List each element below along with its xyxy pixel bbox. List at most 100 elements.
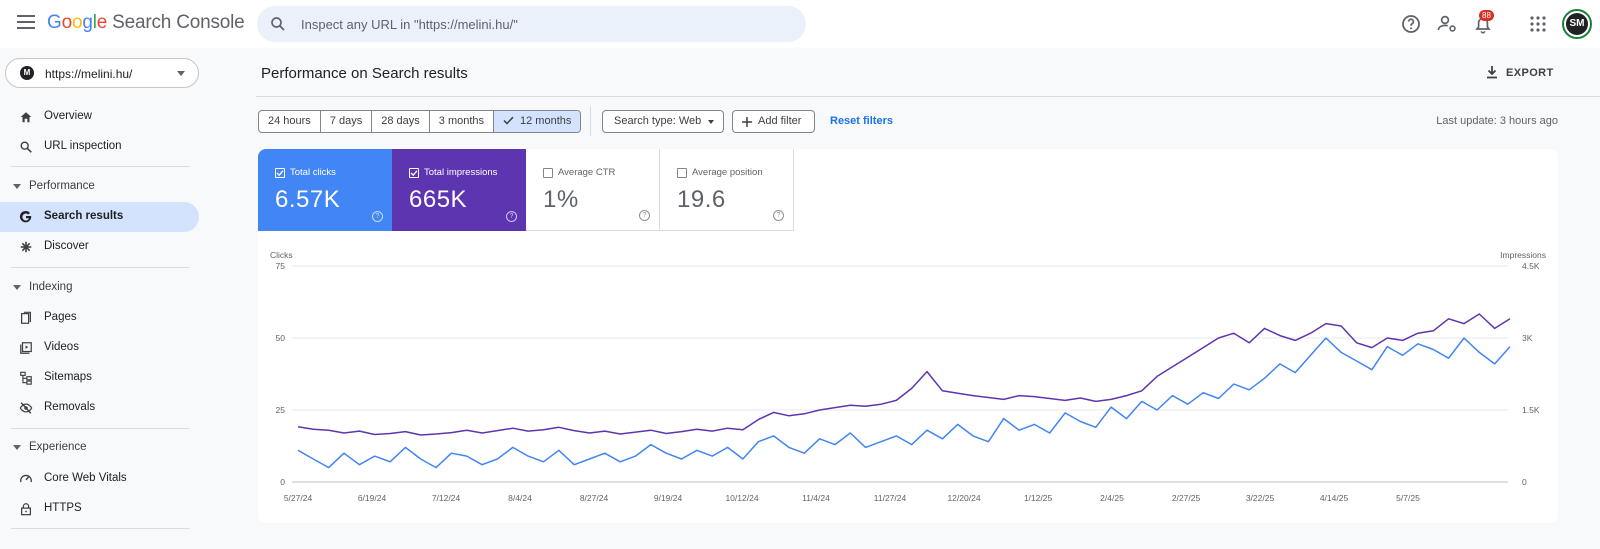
x-tick-label: 11/27/24 <box>874 493 907 503</box>
series-line-clicks <box>297 337 1511 469</box>
plus-icon <box>742 117 752 127</box>
sidebar-item-label: HTTPS <box>44 502 82 514</box>
performance-chart[interactable]: 75 4.5K 50 3K 25 1.5K 0 0 5/27/24 6/19/24 7/12/24 8… <box>258 253 1558 523</box>
last-update: Last update: 3 hours ago <box>1436 115 1558 127</box>
metric-label: Total clicks <box>290 167 336 178</box>
y-tick-left: 75 <box>276 261 286 271</box>
left-axis-title: Clicks <box>270 250 293 260</box>
right-axis-title: Impressions <box>1500 250 1546 260</box>
search-type-label: Search type: Web <box>614 115 702 127</box>
logo-letter: o <box>71 12 83 33</box>
sidebar-item-label: URL inspection <box>44 140 122 152</box>
reset-filters-link[interactable]: Reset filters <box>830 115 893 127</box>
y-tick-left: 25 <box>276 405 286 415</box>
search-console-logo[interactable]: Google Search Console <box>47 12 245 34</box>
y-tick-left: 0 <box>280 477 285 487</box>
checkbox-unchecked-icon[interactable] <box>543 168 553 178</box>
sidebar-item-label: Removals <box>44 401 96 413</box>
check-icon <box>503 116 514 125</box>
divider <box>11 166 190 167</box>
performance-card: Total clicks 6.57K ? Total impressions 6… <box>258 149 1558 523</box>
metric-total-impressions[interactable]: Total impressions 665K ? <box>392 149 526 231</box>
x-tick-label: 9/19/24 <box>654 493 683 503</box>
help-icon[interactable] <box>1399 12 1423 36</box>
sidebar-item-videos[interactable]: Videos <box>0 333 199 363</box>
x-tick-label: 4/14/25 <box>1320 493 1349 503</box>
help-icon[interactable]: ? <box>506 211 517 222</box>
section-label: Indexing <box>29 281 73 293</box>
sidebar-item-removals[interactable]: Removals <box>0 393 199 423</box>
sidebar-item-search-results[interactable]: Search results <box>0 202 199 232</box>
property-selector[interactable]: M https://melini.hu/ <box>5 58 199 88</box>
section-experience[interactable]: Experience <box>0 437 199 459</box>
range-12-months[interactable]: 12 months <box>494 111 581 132</box>
x-tick-label: 2/4/25 <box>1100 493 1124 503</box>
sidebar-item-pages[interactable]: Pages <box>0 303 199 333</box>
sidebar-item-core-web-vitals[interactable]: Core Web Vitals <box>0 464 199 494</box>
divider <box>11 528 190 529</box>
y-tick-right: 1.5K <box>1522 405 1540 415</box>
sidebar-item-discover[interactable]: Discover <box>0 232 199 262</box>
range-28-days[interactable]: 28 days <box>372 111 430 132</box>
help-icon[interactable]: ? <box>372 211 383 222</box>
caret-down-icon <box>708 120 714 124</box>
metric-total-clicks[interactable]: Total clicks 6.57K ? <box>258 149 392 231</box>
section-performance[interactable]: Performance <box>0 176 199 198</box>
x-tick-label: 7/12/24 <box>432 493 461 503</box>
divider <box>11 267 190 268</box>
checkbox-checked-icon[interactable] <box>275 168 285 178</box>
checkbox-unchecked-icon[interactable] <box>677 168 687 178</box>
x-tick-label: 11/4/24 <box>802 493 830 503</box>
section-indexing[interactable]: Indexing <box>0 277 199 299</box>
metric-label: Average position <box>692 167 763 178</box>
home-icon <box>20 112 32 123</box>
url-inspection-search[interactable] <box>257 6 806 42</box>
add-filter-button[interactable]: Add filter <box>732 110 815 133</box>
series-line-impressions <box>297 313 1511 436</box>
caret-down-icon <box>13 285 21 290</box>
range-24-hours[interactable]: 24 hours <box>259 111 321 132</box>
account-avatar[interactable]: SM <box>1562 9 1592 39</box>
apps-grid-icon[interactable] <box>1526 12 1550 36</box>
help-icon[interactable]: ? <box>773 210 784 221</box>
search-input[interactable] <box>301 6 781 42</box>
checkbox-checked-icon[interactable] <box>409 168 419 178</box>
menu-icon[interactable] <box>17 15 35 29</box>
range-3-months[interactable]: 3 months <box>430 111 495 132</box>
range-7-days[interactable]: 7 days <box>321 111 373 132</box>
y-tick-left: 50 <box>276 333 286 343</box>
logo-letter: o <box>61 12 73 33</box>
notification-badge: 88 <box>1479 10 1494 21</box>
sidebar-item-https[interactable]: HTTPS <box>0 494 199 524</box>
x-tick-label: 8/27/24 <box>580 493 609 503</box>
help-icon[interactable]: ? <box>639 210 650 221</box>
sidebar-item-overview[interactable]: Overview <box>0 102 199 132</box>
logo-letter: g <box>82 12 93 33</box>
metric-value: 19.6 <box>677 186 726 213</box>
sidebar-item-sitemaps[interactable]: Sitemaps <box>0 363 199 393</box>
metric-average-position[interactable]: Average position 19.6 ? <box>660 149 794 231</box>
sidebar-item-url-inspection[interactable]: URL inspection <box>0 132 199 162</box>
search-type-filter[interactable]: Search type: Web <box>602 110 724 133</box>
section-label: Performance <box>29 180 95 192</box>
x-tick-label: 8/4/24 <box>508 493 532 503</box>
product-name: Search Console <box>112 12 245 33</box>
divider <box>256 96 1600 97</box>
visibility-off-icon <box>19 402 33 414</box>
property-favicon: M <box>20 66 34 80</box>
manage-users-icon[interactable] <box>1435 12 1459 36</box>
metric-average-ctr[interactable]: Average CTR 1% ? <box>526 149 660 231</box>
date-range-selector: 24 hours 7 days 28 days 3 months 12 mont… <box>258 110 582 133</box>
metric-value: 665K <box>409 186 468 213</box>
sidebar: M https://melini.hu/ Overview URL inspec… <box>0 48 206 549</box>
y-tick-right: 4.5K <box>1522 261 1540 271</box>
range-label: 12 months <box>520 115 572 127</box>
metric-label: Average CTR <box>558 167 616 178</box>
pages-icon <box>21 311 31 324</box>
avatar-initials: SM <box>1569 18 1585 29</box>
sitemap-icon <box>20 371 32 385</box>
add-filter-label: Add filter <box>758 115 802 127</box>
y-tick-right: 0 <box>1522 477 1527 487</box>
y-tick-right: 3K <box>1522 333 1533 343</box>
